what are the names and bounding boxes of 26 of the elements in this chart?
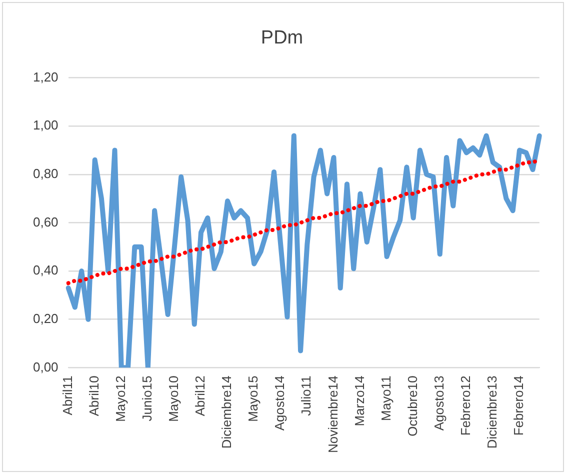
x-tick-label: Abril12 xyxy=(192,376,208,416)
x-tick-label: Febrero14 xyxy=(511,376,526,436)
x-tick-label: Octubre10 xyxy=(404,376,420,436)
x-tick-label: Mayo10 xyxy=(166,376,182,422)
y-tick-label: 1,00 xyxy=(32,118,58,133)
y-tick-label: 0,20 xyxy=(32,310,58,326)
x-tick-label: Marzo14 xyxy=(352,376,367,426)
x-tick-label: Abril10 xyxy=(86,376,102,416)
chart-title: PDm xyxy=(260,28,304,49)
y-tick-label: 0,60 xyxy=(32,214,58,230)
x-tick-label: Julio11 xyxy=(298,376,314,416)
y-tick-label: 1,20 xyxy=(32,69,58,84)
x-tick-label: Mayo11 xyxy=(378,376,394,421)
x-tick-label: Junio15 xyxy=(140,376,154,422)
x-tick-label: Diciembre14 xyxy=(219,376,234,449)
y-tick-label: 0,00 xyxy=(32,359,58,374)
y-tick-label: 0,40 xyxy=(32,262,58,278)
y-tick-label: 0,80 xyxy=(32,166,58,182)
x-tick-label: Febrero12 xyxy=(458,376,473,436)
x-tick-label: Mayo15 xyxy=(246,376,261,422)
x-tick-label: Diciembre13 xyxy=(484,376,500,449)
x-tick-label: Agosto14 xyxy=(272,376,288,431)
x-tick-label: Mayo12 xyxy=(112,376,128,422)
x-tick-label: Agosto13 xyxy=(431,376,446,431)
x-tick-label: Noviembre14 xyxy=(325,376,340,454)
x-tick-label: Abril11 xyxy=(60,376,75,416)
